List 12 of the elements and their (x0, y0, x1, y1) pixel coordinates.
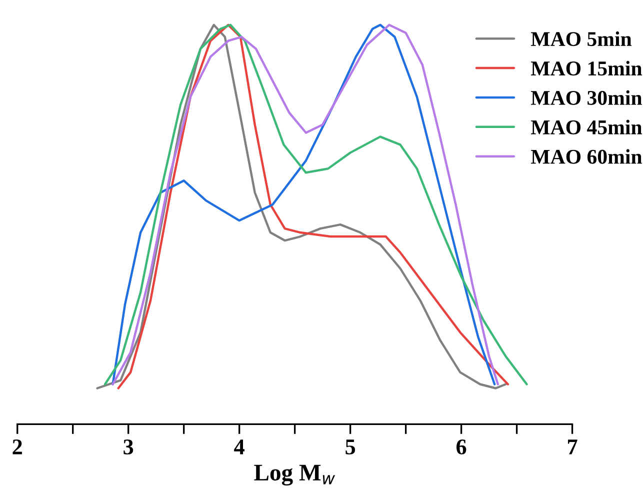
x-tick-label: 7 (568, 440, 578, 454)
legend-label: MAO 30min (530, 90, 642, 105)
x-tick-label: 3 (124, 439, 134, 454)
x-tick-label: 5 (346, 440, 356, 454)
legend-label: MAO 15min (530, 60, 642, 76)
x-tick-label: 6 (456, 439, 466, 454)
x-tick-label: 4 (234, 440, 244, 454)
x-axis-title: Log M$_{w}$ (254, 464, 336, 486)
x-tick-label: 2 (12, 439, 22, 454)
legend-label: MAO 5min (530, 31, 632, 46)
legend-label: MAO 45min (530, 120, 642, 134)
legend-label: MAO 60min (530, 149, 642, 164)
